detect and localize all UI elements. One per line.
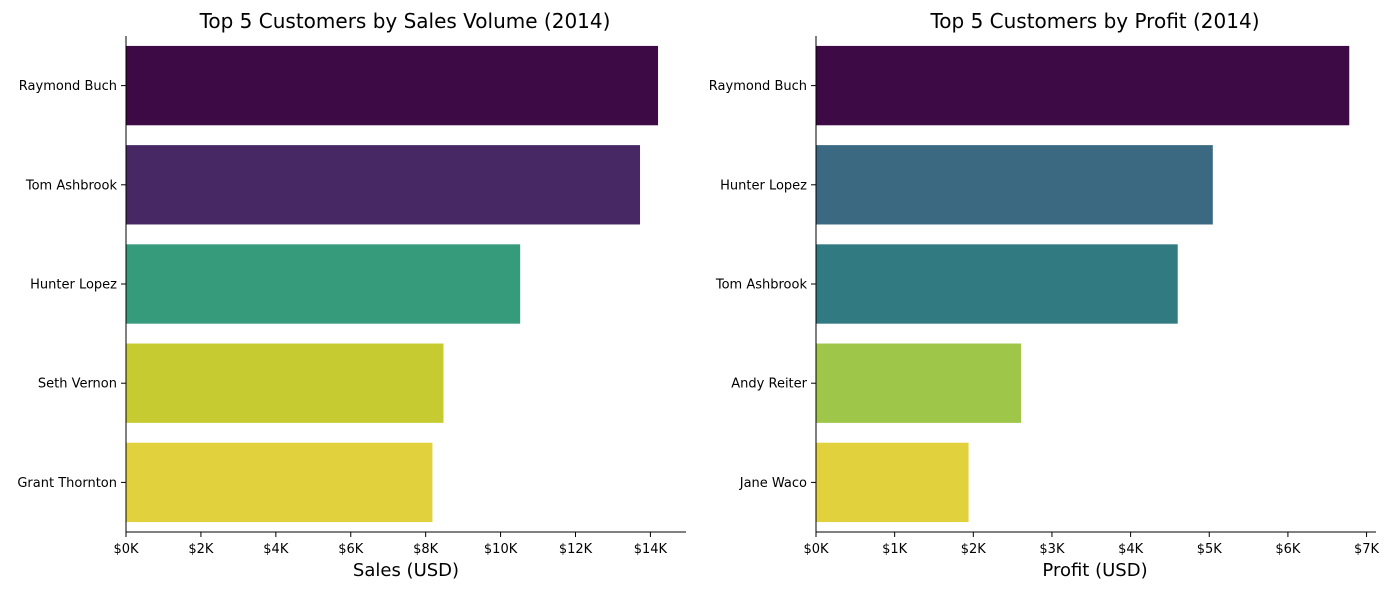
x-axis-label: Profit (USD) (1042, 560, 1147, 581)
bar-hunter-lopez (126, 244, 521, 324)
y-tick-label: Jane Waco (739, 476, 807, 491)
y-tick-label: Raymond Buch (709, 79, 807, 94)
profit-chart-panel: Top 5 Customers by Profit (2014) Raymond… (709, 9, 1380, 581)
x-tick-label: $8K (413, 542, 439, 557)
y-tick-label: Hunter Lopez (720, 178, 807, 193)
chart-title: Top 5 Customers by Sales Volume (2014) (199, 9, 611, 33)
y-tick-label: Tom Ashbrook (25, 178, 118, 193)
y-tick-label: Tom Ashbrook (715, 278, 808, 293)
bar-jane-waco (816, 442, 969, 523)
sales-chart-panel: Top 5 Customers by Sales Volume (2014) R… (17, 9, 686, 581)
x-tick-label: $10K (484, 542, 518, 557)
y-tick-label: Grant Thornton (17, 476, 117, 491)
x-tick-label: $6K (1275, 542, 1301, 557)
bar-seth-vernon (126, 343, 444, 423)
x-tick-label: $4K (263, 542, 289, 557)
x-axis-label: Sales (USD) (353, 560, 459, 581)
y-tick-label: Andy Reiter (731, 377, 807, 392)
bar-andy-reiter (816, 343, 1022, 423)
x-tick-label: $0K (803, 542, 829, 557)
x-tick-label: $12K (559, 542, 593, 557)
y-tick-labels: Raymond Buch Tom Ashbrook Hunter Lopez Seth… (17, 79, 126, 491)
bar-group (126, 45, 659, 523)
y-tick-label: Raymond Buch (19, 79, 117, 94)
x-tick-label: $3K (1039, 542, 1065, 557)
x-tick-label: $0K (113, 542, 139, 557)
x-tick-label: $7K (1354, 542, 1380, 557)
bar-grant-thornton (126, 442, 433, 523)
x-tick-label: $4K (1118, 542, 1144, 557)
chart-title: Top 5 Customers by Profit (2014) (929, 9, 1259, 33)
x-tick-labels: $0K $1K $2K $3K $4K $5K $6K $7K (803, 532, 1380, 557)
x-tick-label: $1K (882, 542, 908, 557)
y-tick-label: Hunter Lopez (30, 278, 117, 293)
x-tick-label: $2K (188, 542, 214, 557)
bar-hunter-lopez (816, 145, 1213, 225)
y-tick-labels: Raymond Buch Hunter Lopez Tom Ashbrook Andy… (709, 79, 816, 491)
x-tick-label: $6K (338, 542, 364, 557)
x-tick-label: $5K (1197, 542, 1223, 557)
bar-raymond-buch (126, 45, 659, 126)
bar-raymond-buch (816, 45, 1350, 126)
bar-tom-ashbrook (816, 244, 1178, 324)
bar-tom-ashbrook (126, 145, 641, 225)
x-tick-labels: $0K $2K $4K $6K $8K $10K $12K $14K (113, 532, 668, 557)
x-tick-label: $14K (634, 542, 668, 557)
y-tick-label: Seth Vernon (38, 377, 117, 392)
bar-group (816, 45, 1350, 523)
x-tick-label: $2K (961, 542, 987, 557)
